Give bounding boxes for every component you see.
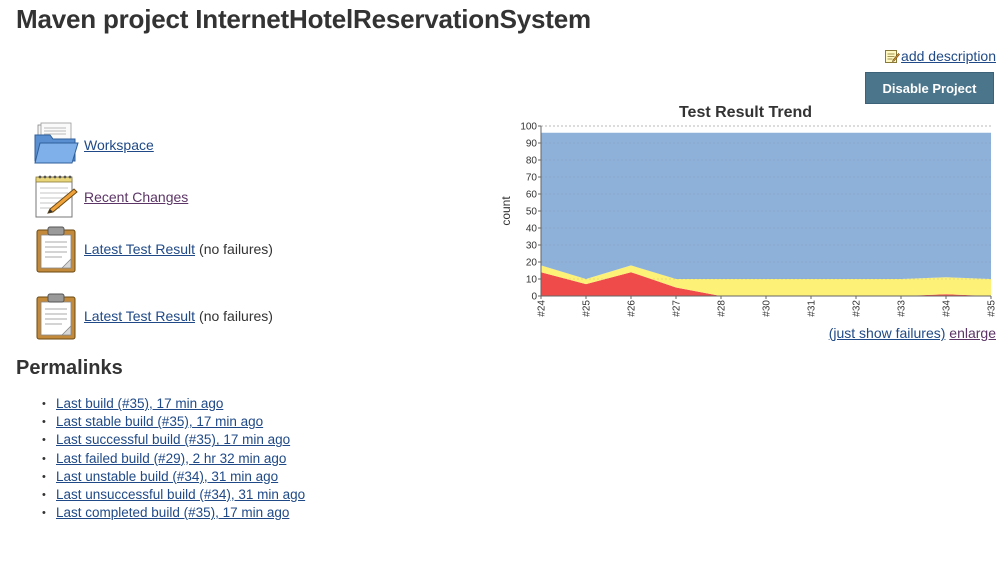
- y-tick-label-8: 80: [526, 156, 538, 167]
- chart-links: (just show failures) enlarge: [829, 325, 996, 341]
- y-axis-label: count: [499, 196, 513, 226]
- test-result-note: (no failures): [199, 241, 273, 257]
- latest-test-result-link[interactable]: Latest Test Result: [84, 241, 196, 257]
- just-show-failures-link[interactable]: (just show failures): [828, 325, 946, 341]
- latest-test-result-link[interactable]: Latest Test Result: [84, 308, 196, 324]
- x-tick-label-10: #35: [987, 300, 998, 317]
- list-item: Last successful build (#35), 17 min ago: [40, 431, 305, 449]
- x-tick-label-9: #34: [942, 300, 953, 317]
- permalink-last-successful-build[interactable]: Last successful build (#35), 17 min ago: [56, 432, 291, 448]
- permalink-last-unstable-build[interactable]: Last unstable build (#34), 31 min ago: [56, 468, 279, 484]
- recent-changes-link[interactable]: Recent Changes: [84, 189, 189, 205]
- test-result-trend-chart[interactable]: 0 10 20 30 40 50 60 70 80 90 100 #24 #25 #26 #27 #28 #30…: [498, 103, 998, 325]
- add-description[interactable]: add description: [884, 48, 996, 64]
- x-tick-label-5: #30: [762, 300, 773, 317]
- x-tick-label-3: #27: [672, 300, 683, 317]
- list-item: Last unstable build (#34), 31 min ago: [40, 468, 305, 486]
- list-item: Last stable build (#35), 17 min ago: [40, 413, 305, 431]
- permalink-last-unsuccessful-build[interactable]: Last unsuccessful build (#34), 31 min ag…: [56, 486, 306, 502]
- y-tick-label-1: 10: [526, 275, 538, 286]
- y-tick-label-2: 20: [526, 258, 538, 269]
- series-area-2: [541, 132, 991, 279]
- permalink-last-failed-build[interactable]: Last failed build (#29), 2 hr 32 min ago: [56, 450, 287, 466]
- permalink-last-stable-build[interactable]: Last stable build (#35), 17 min ago: [56, 414, 264, 430]
- task-latest-test-result-1: Latest Test Result (no failures): [32, 225, 273, 273]
- list-item: Last failed build (#29), 2 hr 32 min ago: [40, 450, 305, 468]
- series-area-1: [541, 265, 991, 296]
- series-area-0: [541, 272, 991, 296]
- chart-title: Test Result Trend: [678, 104, 813, 121]
- enlarge-link[interactable]: enlarge: [949, 325, 996, 341]
- y-tick-label-9: 90: [526, 139, 538, 150]
- list-item: Last unsuccessful build (#34), 31 min ag…: [40, 486, 305, 504]
- y-tick-label-6: 60: [526, 190, 538, 201]
- x-tick-label-6: #31: [807, 300, 818, 317]
- x-tick-label-8: #33: [897, 300, 908, 317]
- clipboard-icon: [36, 226, 76, 273]
- test-result-note: (no failures): [199, 308, 273, 324]
- page-title: Maven project InternetHotelReservationSy…: [16, 4, 591, 34]
- permalinks-list: Last build (#35), 17 min ago Last stable…: [40, 395, 305, 522]
- add-description-link[interactable]: add description: [901, 48, 996, 64]
- task-recent-changes: Recent Changes: [32, 173, 188, 221]
- x-tick-label-4: #28: [717, 300, 728, 317]
- y-tick-label-10: 100: [520, 122, 537, 133]
- list-item: Last completed build (#35), 17 min ago: [40, 504, 305, 522]
- permalinks-title: Permalinks: [16, 357, 123, 379]
- list-item: Last build (#35), 17 min ago: [40, 395, 305, 413]
- x-tick-label-2: #26: [627, 300, 638, 317]
- y-tick-label-7: 70: [526, 173, 538, 184]
- x-tick-label-0: #24: [537, 300, 548, 317]
- y-tick-label-3: 30: [526, 241, 538, 252]
- y-tick-label-4: 40: [526, 224, 538, 235]
- clipboard-icon: [36, 293, 76, 340]
- folder-icon: [34, 122, 79, 164]
- y-tick-label-5: 50: [526, 207, 538, 218]
- x-tick-label-7: #32: [852, 300, 863, 317]
- x-tick-label-1: #25: [582, 300, 593, 317]
- y-tick-label-0: 0: [531, 292, 537, 303]
- permalink-last-build[interactable]: Last build (#35), 17 min ago: [56, 396, 224, 411]
- notepad-icon: [35, 175, 78, 218]
- disable-project-button[interactable]: Disable Project: [865, 72, 994, 104]
- task-workspace: Workspace: [32, 121, 154, 169]
- permalink-last-completed-build[interactable]: Last completed build (#35), 17 min ago: [56, 505, 290, 521]
- task-latest-test-result-2: Latest Test Result (no failures): [32, 292, 273, 340]
- note-edit-icon: [885, 50, 900, 63]
- workspace-link[interactable]: Workspace: [84, 137, 154, 153]
